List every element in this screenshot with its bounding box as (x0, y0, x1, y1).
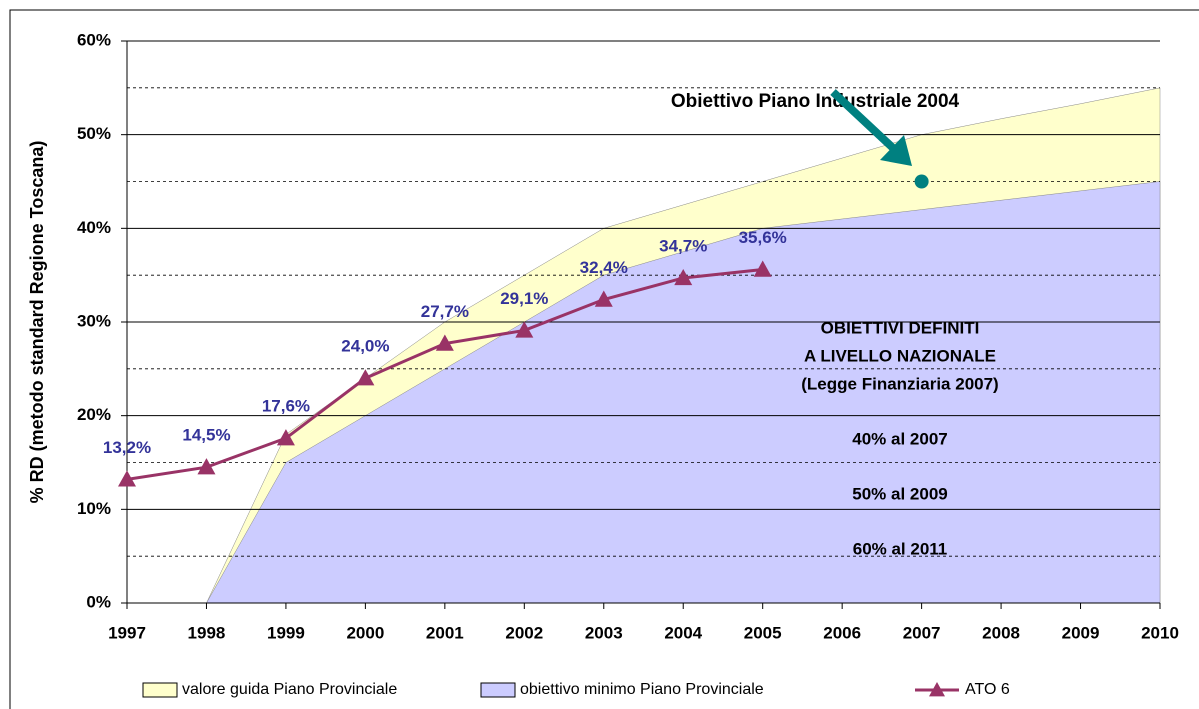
y-tick-label: 10% (77, 499, 111, 518)
annotation: (Legge Finanziaria 2007) (801, 374, 998, 393)
y-tick-label: 40% (77, 218, 111, 237)
x-tick-label: 2007 (903, 623, 941, 642)
x-tick-label: 2006 (823, 623, 861, 642)
annotation: OBIETTIVI DEFINITI (821, 318, 980, 337)
legend-label: obiettivo minimo Piano Provinciale (520, 681, 764, 698)
data-label: 29,1% (500, 289, 548, 308)
annotation: 50% al 2009 (852, 484, 947, 503)
x-tick-label: 2008 (982, 623, 1020, 642)
data-label: 35,6% (739, 228, 787, 247)
data-label: 14,5% (182, 426, 230, 445)
x-tick-label: 2001 (426, 623, 464, 642)
marker (276, 429, 295, 446)
y-tick-label: 30% (77, 311, 111, 330)
legend-label: valore guida Piano Provinciale (182, 681, 397, 698)
data-label: 13,2% (103, 438, 151, 457)
x-tick-label: 2000 (346, 623, 384, 642)
marker (515, 321, 534, 338)
x-tick-label: 2003 (585, 623, 623, 642)
arrow-head (880, 135, 912, 166)
y-tick-label: 0% (86, 592, 111, 611)
target-point (914, 174, 929, 189)
data-label: 32,4% (580, 258, 628, 277)
x-tick-label: 2009 (1062, 623, 1100, 642)
x-tick-label: 2004 (664, 623, 702, 642)
y-tick-label: 50% (77, 124, 111, 143)
x-tick-label: 1998 (188, 623, 226, 642)
target-label: Obiettivo Piano Industriale 2004 (671, 91, 960, 112)
x-tick-label: 1999 (267, 623, 305, 642)
data-label: 17,6% (262, 397, 310, 416)
x-tick-label: 2005 (744, 623, 782, 642)
marker (435, 334, 454, 351)
data-label: 27,7% (421, 302, 469, 321)
legend-label: ATO 6 (965, 681, 1010, 698)
data-label: 24,0% (341, 337, 389, 356)
x-tick-label: 2010 (1141, 623, 1179, 642)
marker (197, 458, 216, 475)
y-tick-label: 20% (77, 405, 111, 424)
annotation: A LIVELLO NAZIONALE (804, 346, 996, 365)
marker (118, 470, 136, 487)
legend-swatch (142, 682, 178, 698)
y-axis-label: % RD (metodo standard Regione Toscana) (27, 141, 47, 504)
marker (356, 369, 375, 386)
data-label: 34,7% (659, 236, 707, 255)
x-tick-label: 1997 (108, 623, 146, 642)
annotation: 60% al 2011 (853, 539, 948, 558)
marker (594, 290, 613, 307)
marker (674, 268, 693, 286)
annotation: 40% al 2007 (852, 429, 947, 448)
legend-swatch (480, 682, 516, 698)
arrow-shaft (830, 89, 896, 151)
y-tick-label: 60% (77, 30, 111, 49)
legend-marker (929, 682, 945, 697)
marker (753, 260, 772, 277)
x-tick-label: 2002 (505, 623, 543, 642)
